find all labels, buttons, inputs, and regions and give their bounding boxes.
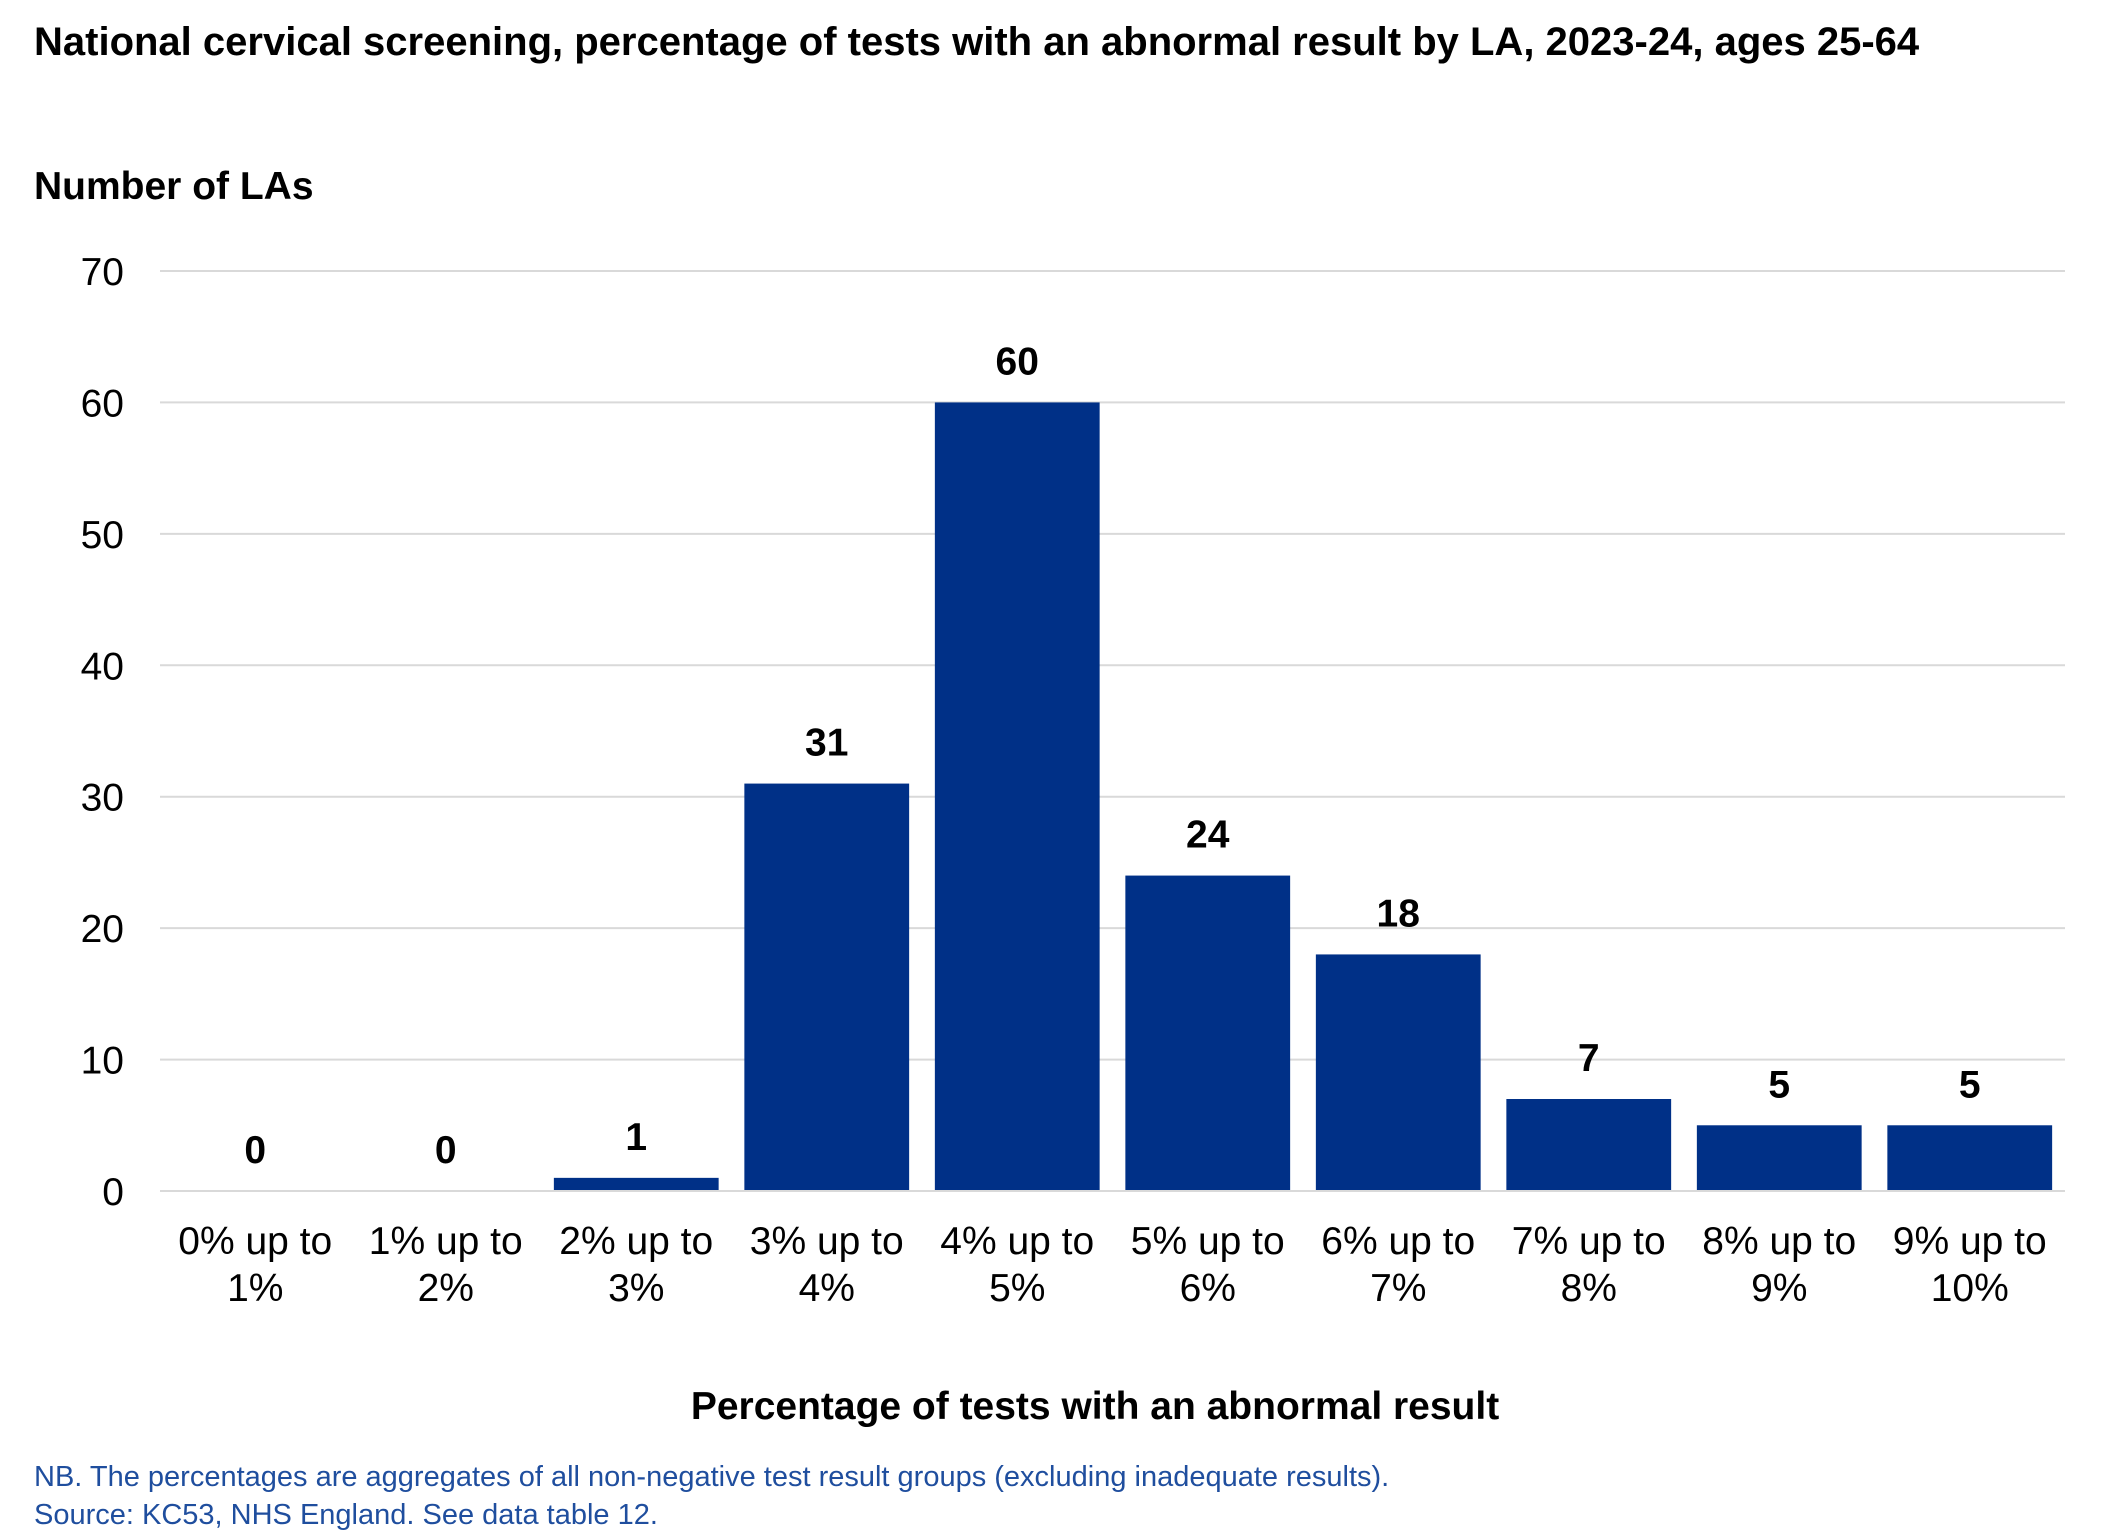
y-tick-label: 70 [81, 251, 124, 294]
x-tick-label: 7% up to [1512, 1220, 1666, 1263]
data-label: 5 [1959, 1063, 1981, 1106]
x-tick-label: 3% [608, 1267, 664, 1310]
x-tick-label: 6% [1180, 1267, 1236, 1310]
x-tick-label: 6% up to [1321, 1220, 1475, 1263]
bar [1696, 1125, 1862, 1191]
x-tick-label: 3% up to [750, 1220, 904, 1263]
bars [553, 402, 2053, 1191]
bar [1315, 954, 1481, 1191]
x-tick-label: 10% [1931, 1267, 2009, 1310]
source-text: Source: KC53, NHS England. See data tabl… [34, 1499, 658, 1531]
x-tick-label: 8% up to [1702, 1220, 1856, 1263]
data-label: 1 [625, 1116, 647, 1159]
x-tick-label: 8% [1561, 1267, 1617, 1310]
y-tick-label: 0 [102, 1171, 124, 1214]
y-tick-label: 60 [81, 382, 124, 425]
data-label: 31 [805, 722, 848, 765]
x-tick-label: 2% [418, 1267, 474, 1310]
data-label: 24 [1186, 814, 1230, 857]
y-tick-label: 20 [81, 908, 124, 951]
note-text: NB. The percentages are aggregates of al… [34, 1461, 1389, 1493]
gridlines [160, 270, 2065, 1061]
y-axis-label: Number of LAs [34, 165, 314, 208]
x-tick-label: 9% up to [1893, 1220, 2047, 1263]
x-tick-label: 1% [227, 1267, 283, 1310]
x-tick-label: 5% up to [1131, 1220, 1285, 1263]
x-tick-label: 9% [1751, 1267, 1807, 1310]
x-tick-label: 5% [989, 1267, 1045, 1310]
y-tick-label: 10 [81, 1040, 124, 1083]
bar [1125, 875, 1291, 1191]
y-axis-ticks: 0 10 20 30 40 50 60 70 [81, 251, 124, 1214]
data-label: 5 [1768, 1063, 1790, 1106]
data-label: 60 [996, 340, 1039, 383]
data-label: 7 [1578, 1037, 1600, 1080]
x-axis-tick-labels: 0% up to1%1% up to2%2% up to3%3% up to4%… [178, 1220, 2046, 1310]
data-label: 0 [244, 1129, 266, 1172]
y-tick-label: 50 [81, 514, 124, 557]
bar [744, 783, 910, 1191]
x-tick-label: 4% up to [940, 1220, 1094, 1263]
bar [934, 402, 1100, 1191]
x-tick-label: 1% up to [369, 1220, 523, 1263]
data-labels: 0 0 1 31 60 24 18 7 5 5 [244, 340, 1980, 1172]
bar [1506, 1099, 1672, 1191]
data-label: 18 [1377, 892, 1420, 935]
bar [553, 1177, 719, 1191]
x-axis-label: Percentage of tests with an abnormal res… [691, 1385, 1499, 1428]
data-label: 0 [435, 1129, 457, 1172]
y-tick-label: 30 [81, 777, 124, 820]
y-tick-label: 40 [81, 645, 124, 688]
x-tick-label: 0% up to [178, 1220, 332, 1263]
bar [1887, 1125, 2053, 1191]
x-tick-label: 4% [799, 1267, 855, 1310]
x-tick-label: 7% [1370, 1267, 1426, 1310]
chart-title: National cervical screening, percentage … [34, 20, 1920, 64]
x-tick-label: 2% up to [559, 1220, 713, 1263]
